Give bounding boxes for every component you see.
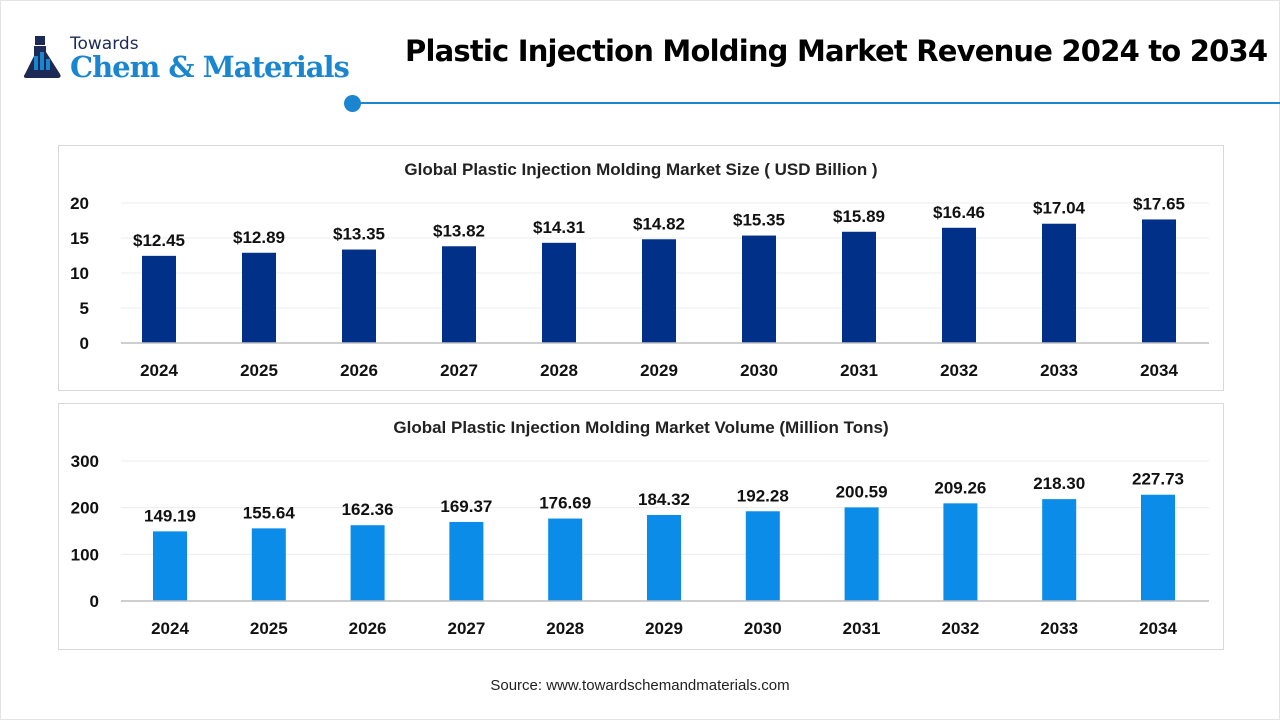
- x-tick-label: 2027: [440, 361, 478, 380]
- y-tick-label: 10: [70, 264, 89, 283]
- bar: [942, 227, 976, 343]
- bar: [242, 252, 276, 343]
- data-label: $14.82: [633, 214, 685, 233]
- page-title: Plastic Injection Molding Market Revenue…: [405, 34, 1268, 68]
- bar: [943, 503, 978, 601]
- bar: [1141, 494, 1175, 601]
- x-tick-label: 2025: [250, 619, 288, 638]
- bar: [542, 242, 576, 343]
- data-label: 200.59: [836, 482, 888, 501]
- data-label: $13.82: [433, 221, 485, 240]
- bar: [1042, 499, 1077, 601]
- title-divider: [352, 102, 1280, 104]
- y-tick-label: 15: [70, 229, 89, 248]
- bar: [350, 525, 385, 601]
- data-label: 192.28: [737, 486, 789, 505]
- title-divider-dot: [344, 95, 361, 112]
- y-tick-label: 5: [80, 299, 89, 318]
- data-label: 155.64: [243, 503, 296, 522]
- bar: [142, 255, 176, 343]
- source-note: Source: www.towardschemandmaterials.com: [490, 677, 790, 694]
- data-label: $13.35: [333, 225, 385, 244]
- x-tick-label: 2028: [540, 361, 578, 380]
- x-tick-label: 2031: [843, 619, 881, 638]
- bar: [449, 521, 484, 601]
- logo-towards: Towards: [70, 34, 139, 54]
- x-tick-label: 2024: [151, 619, 189, 638]
- chart-title: Global Plastic Injection Molding Market …: [404, 160, 877, 179]
- data-label: $17.65: [1133, 194, 1185, 213]
- market-size-chart: Global Plastic Injection Molding Market …: [58, 145, 1224, 391]
- logo-brand: Chem & Materials: [70, 50, 350, 84]
- x-tick-label: 2030: [744, 619, 782, 638]
- data-label: $17.04: [1033, 199, 1086, 218]
- x-tick-label: 2024: [140, 361, 178, 380]
- y-tick-label: 200: [71, 499, 99, 518]
- data-label: $12.45: [133, 231, 185, 250]
- bar: [844, 507, 879, 601]
- x-tick-label: 2032: [941, 619, 979, 638]
- logo: Towards Chem & Materials: [22, 34, 350, 85]
- bar: [1042, 223, 1076, 343]
- x-tick-label: 2030: [740, 361, 778, 380]
- data-label: 149.19: [144, 506, 196, 525]
- x-tick-label: 2029: [645, 619, 683, 638]
- data-label: $16.46: [933, 203, 985, 222]
- x-tick-label: 2025: [240, 361, 278, 380]
- y-tick-label: 20: [70, 194, 89, 213]
- chart-title: Global Plastic Injection Molding Market …: [393, 418, 888, 437]
- x-tick-label: 2031: [840, 361, 878, 380]
- bar: [342, 249, 376, 343]
- data-label: $15.35: [733, 211, 785, 230]
- data-label: $15.89: [833, 207, 885, 226]
- x-tick-label: 2026: [340, 361, 378, 380]
- bar: [842, 231, 876, 343]
- data-label: 227.73: [1132, 470, 1184, 489]
- market-size-chart-svg: Global Plastic Injection Molding Market …: [70, 160, 1209, 380]
- x-tick-label: 2032: [940, 361, 978, 380]
- flask-icon: [23, 36, 61, 78]
- x-tick-label: 2033: [1040, 619, 1078, 638]
- data-label: $12.89: [233, 228, 285, 247]
- bar: [548, 518, 583, 601]
- x-tick-label: 2029: [640, 361, 678, 380]
- bar: [442, 246, 476, 343]
- bar: [642, 239, 676, 343]
- bar: [153, 531, 187, 601]
- data-label: 162.36: [342, 500, 394, 519]
- bar: [1142, 219, 1176, 343]
- x-tick-label: 2034: [1139, 619, 1177, 638]
- data-label: 169.37: [440, 497, 492, 516]
- data-label: 184.32: [638, 490, 690, 509]
- x-tick-label: 2028: [546, 619, 584, 638]
- bar: [251, 528, 286, 601]
- y-tick-label: 100: [71, 545, 99, 564]
- data-label: 218.30: [1033, 474, 1085, 493]
- data-label: 176.69: [539, 494, 591, 513]
- y-tick-label: 0: [80, 334, 89, 353]
- x-tick-label: 2034: [1140, 361, 1178, 380]
- market-volume-chart: Global Plastic Injection Molding Market …: [58, 403, 1224, 650]
- data-label: 209.26: [934, 478, 986, 497]
- x-tick-label: 2033: [1040, 361, 1078, 380]
- x-tick-label: 2027: [447, 619, 485, 638]
- bar: [745, 511, 780, 601]
- bar: [742, 235, 776, 343]
- bar: [647, 514, 681, 601]
- market-volume-chart-svg: Global Plastic Injection Molding Market …: [71, 418, 1209, 638]
- y-tick-label: 0: [90, 592, 99, 611]
- x-tick-label: 2026: [349, 619, 387, 638]
- y-tick-label: 300: [71, 452, 99, 471]
- data-label: $14.31: [533, 218, 585, 237]
